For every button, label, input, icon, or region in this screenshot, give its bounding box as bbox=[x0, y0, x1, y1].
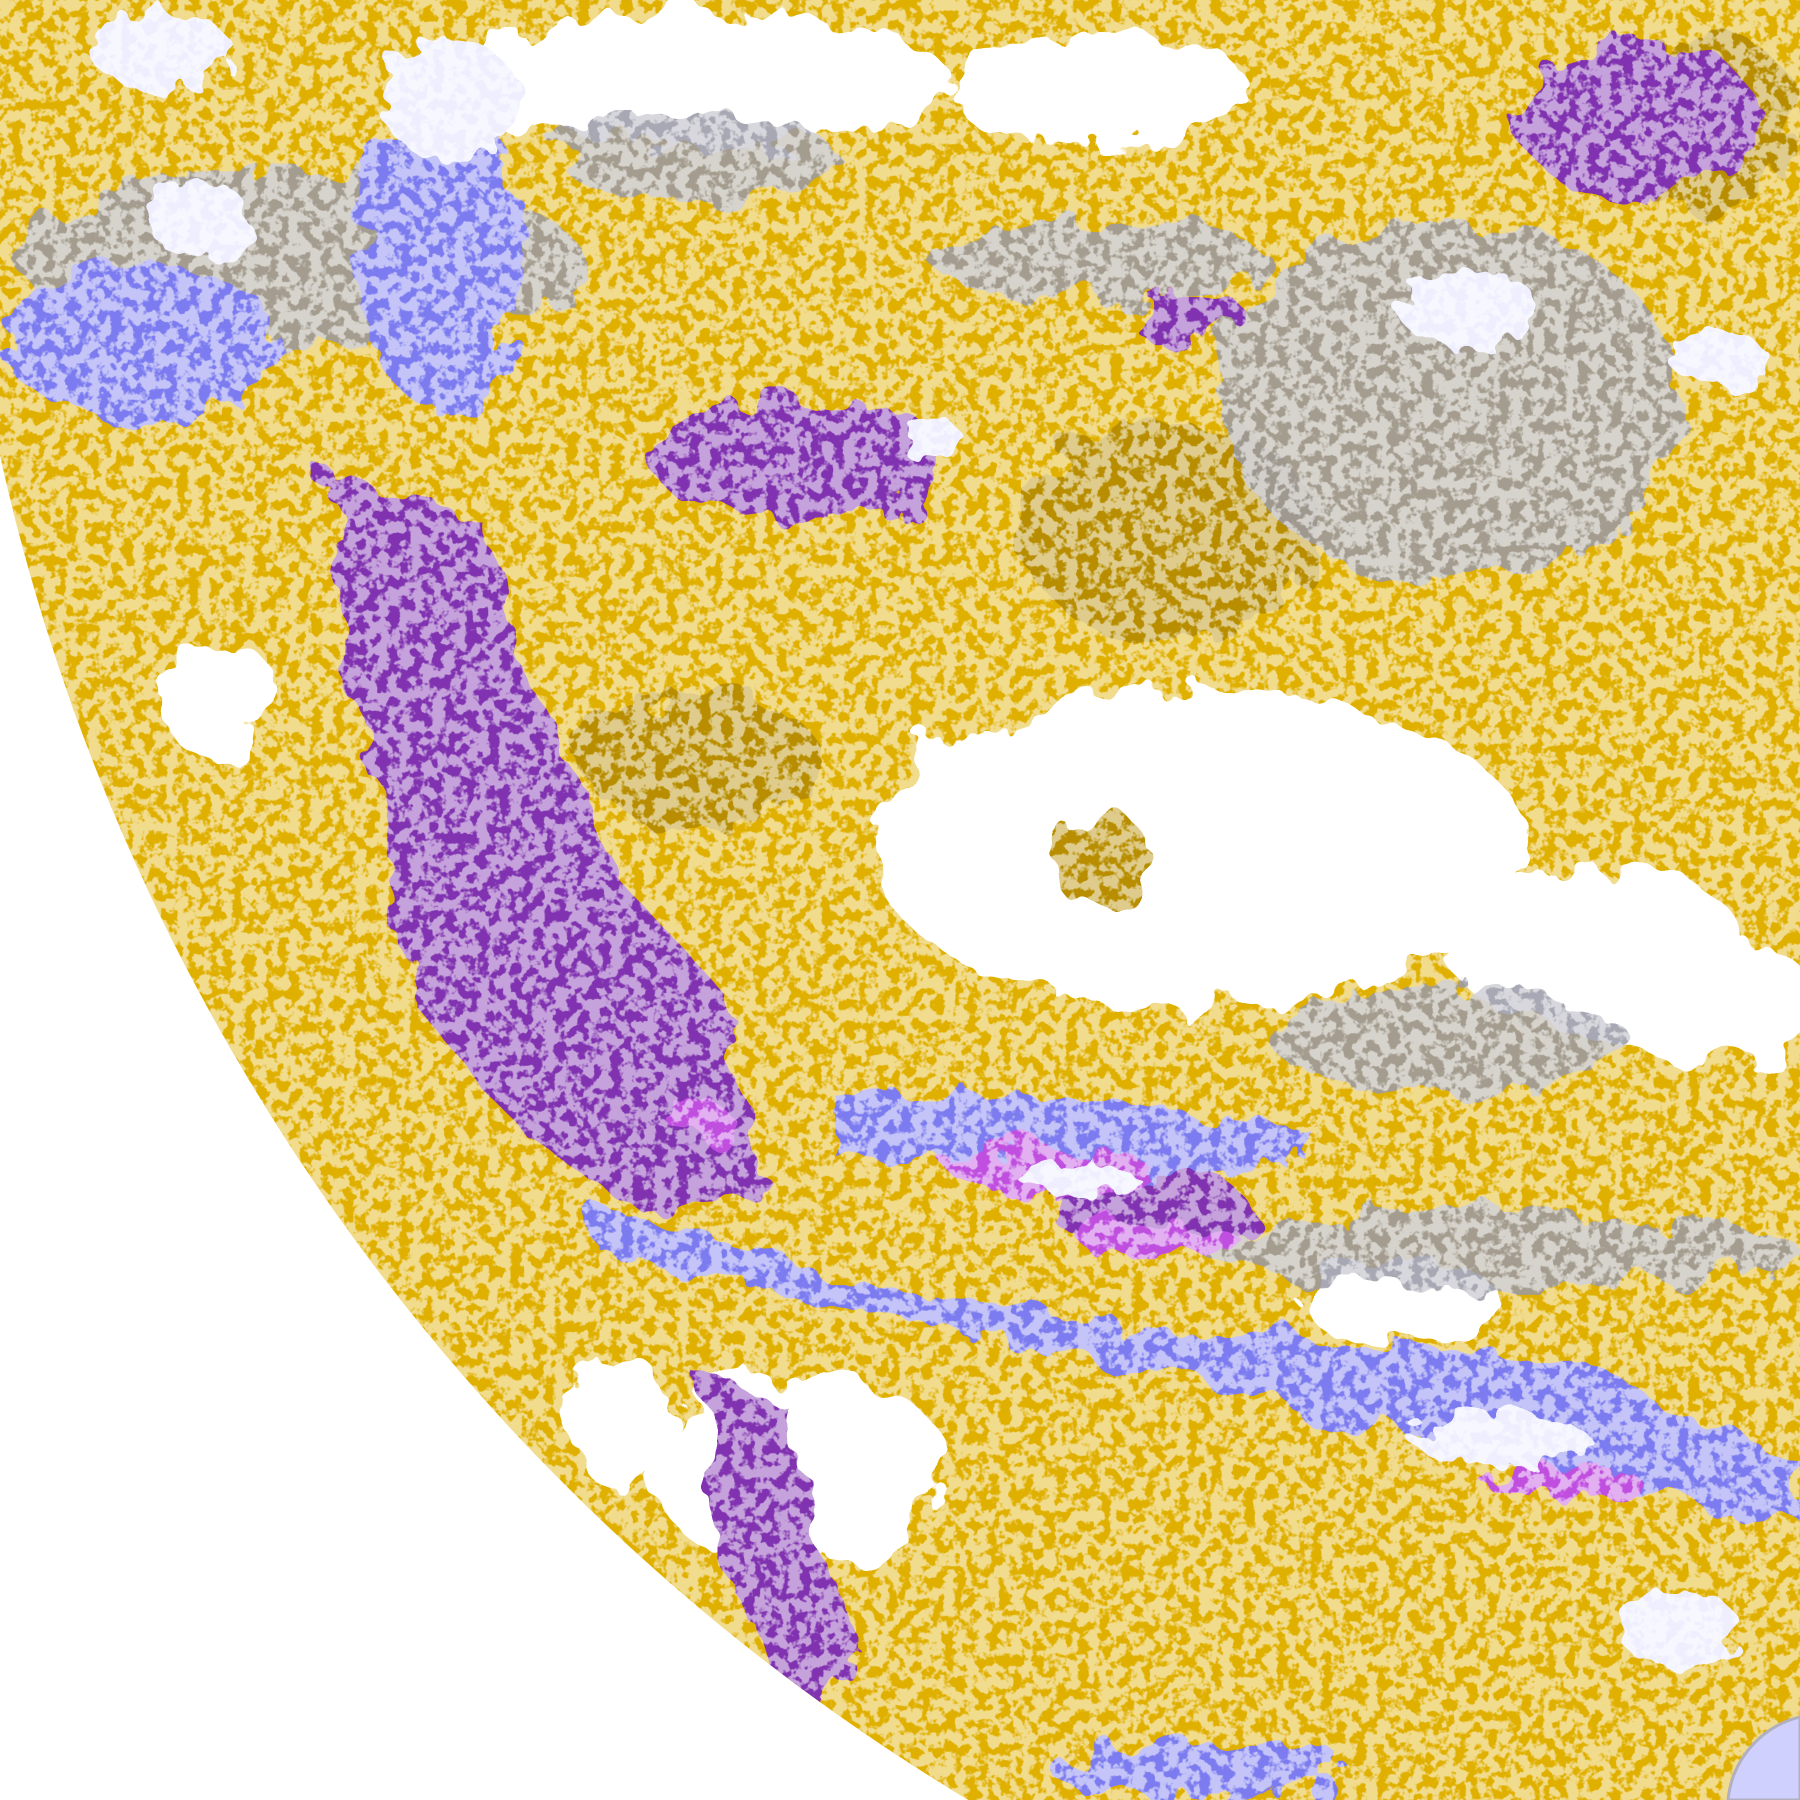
moon-edge bbox=[1726, 1715, 1800, 1800]
